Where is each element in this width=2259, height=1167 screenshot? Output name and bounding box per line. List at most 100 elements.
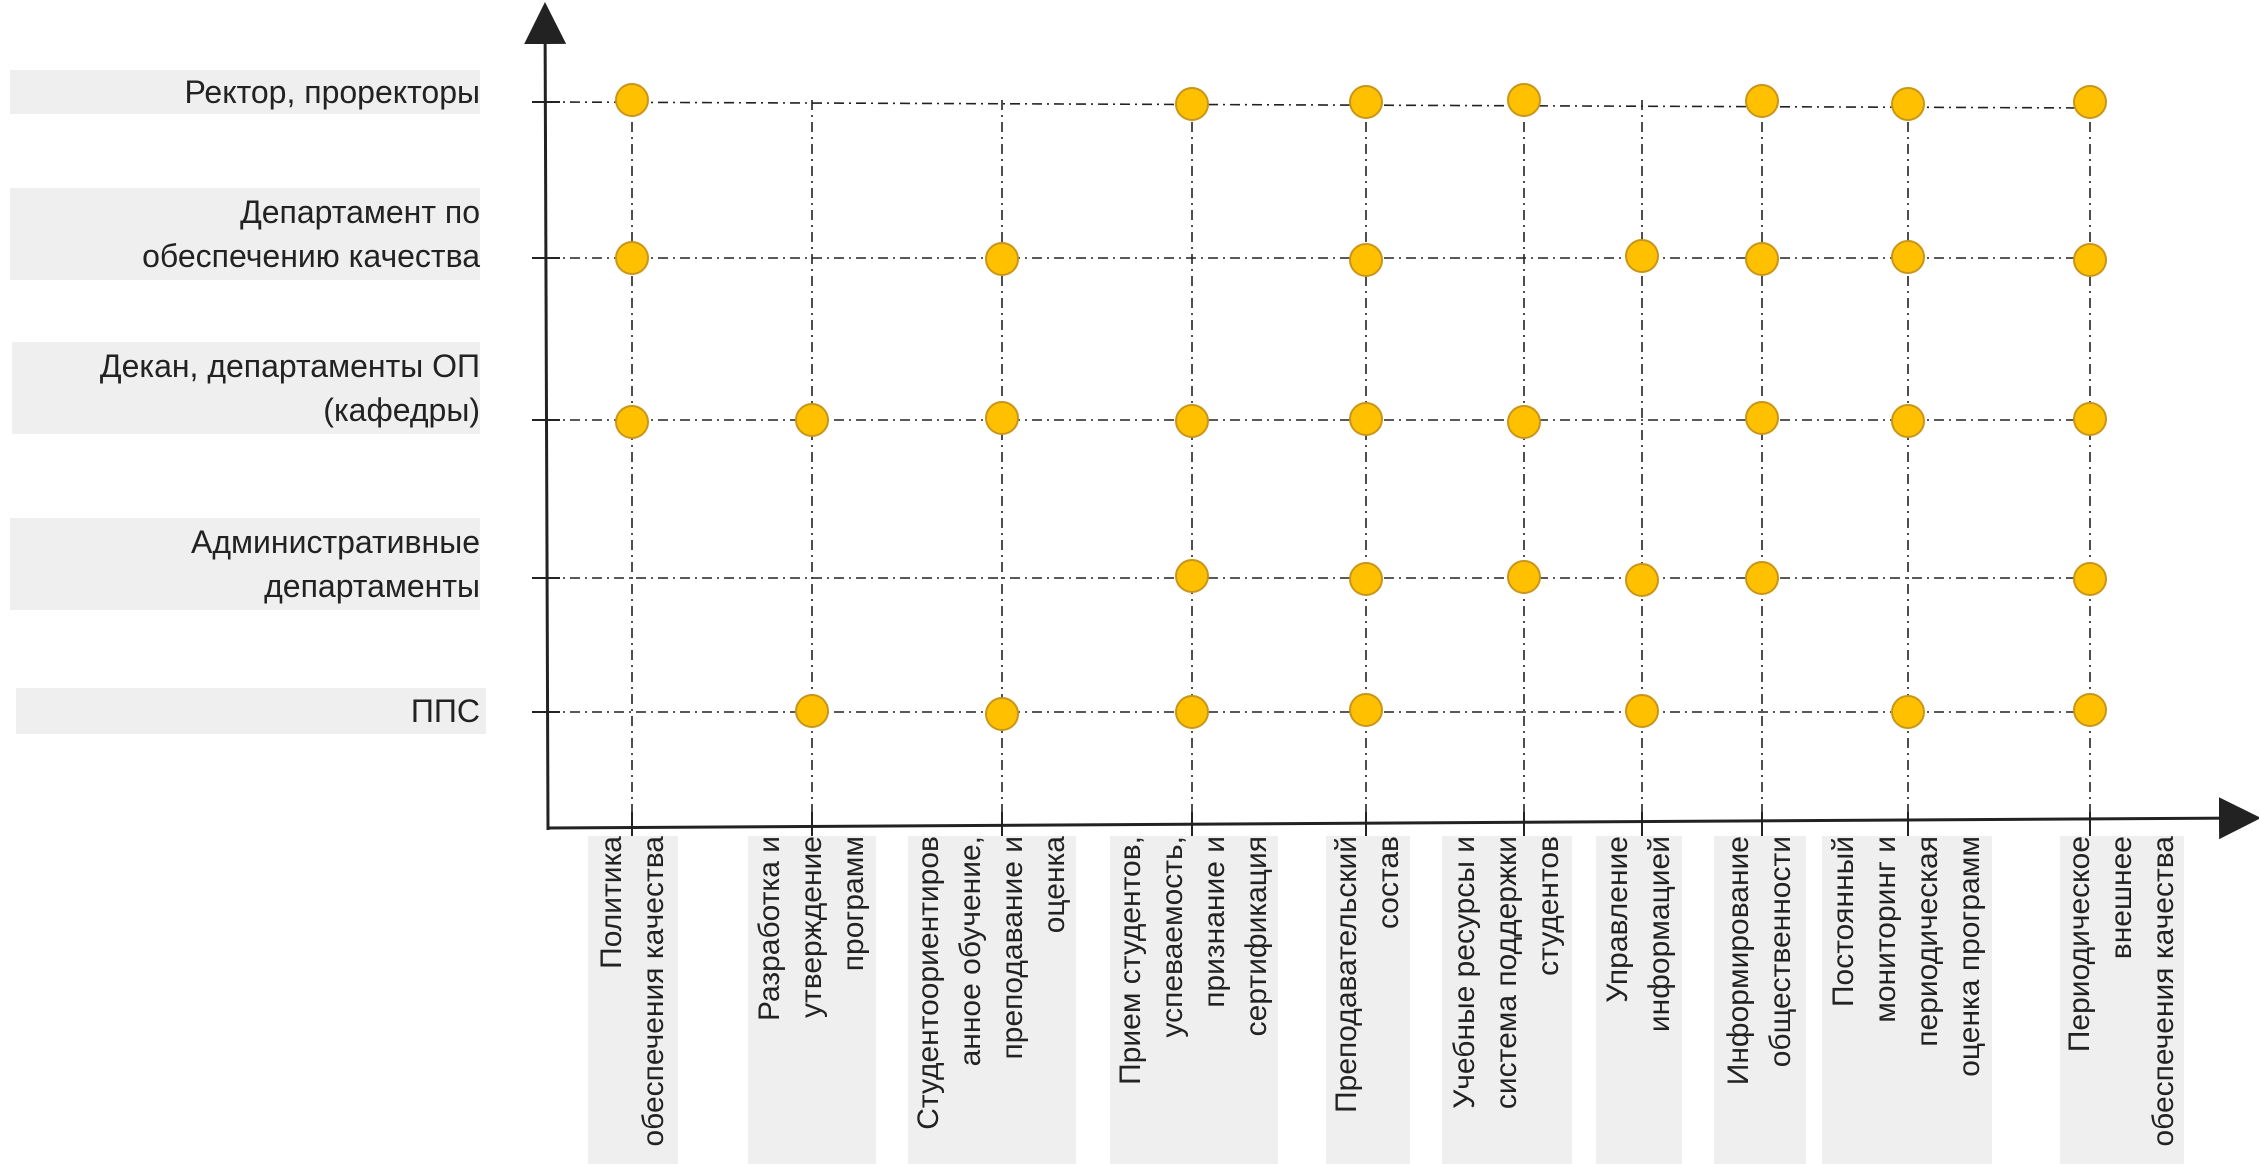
column-label-line: Разработка и <box>753 836 786 1021</box>
column-label: Информирование общественности <box>1718 836 1802 1164</box>
marker-dot <box>615 405 649 439</box>
marker-dot <box>1625 239 1659 273</box>
column-label-line: Управление <box>1601 836 1634 1003</box>
column-label: Политика обеспечения качества <box>591 836 675 1164</box>
column-label-box <box>1326 836 1410 1164</box>
column-label-line: обеспечения качества <box>2147 836 2180 1147</box>
marker-dot <box>1507 83 1541 117</box>
row-label: Декан, департаменты ОП (кафедры) <box>100 344 480 432</box>
row-label-box <box>10 70 480 114</box>
marker-dot <box>1891 87 1925 121</box>
column-label-line: информацией <box>1643 836 1676 1033</box>
column-label-line: общественности <box>1764 836 1797 1068</box>
row-label-box <box>12 342 480 434</box>
marker-dot <box>1745 401 1779 435</box>
column-label-line: студентов <box>1532 836 1565 976</box>
row-label-box <box>10 188 480 280</box>
row-label-line: Департамент по <box>240 194 480 230</box>
column-label: Прием студентов, успеваемость, признание и… <box>1110 836 1278 1164</box>
row-label-box <box>10 518 480 610</box>
row-label: Ректор, проректоры <box>184 70 480 114</box>
marker-dot <box>1507 560 1541 594</box>
tick-marks <box>532 101 2091 840</box>
marker-dot <box>1349 243 1383 277</box>
column-label-line: оценка <box>1038 836 1071 934</box>
row-label-line: ППС <box>410 693 480 729</box>
column-label-line: обеспечения качества <box>637 836 670 1147</box>
column-label-box <box>1596 836 1682 1164</box>
row-label-line: Административные <box>191 524 480 560</box>
column-label-line: Периодическое <box>2063 836 2096 1053</box>
column-label: Учебные ресурсы и система поддержки студен… <box>1444 836 1570 1164</box>
column-label-box <box>1442 836 1572 1164</box>
column-label-line: система поддержки <box>1490 836 1523 1110</box>
column-label-box <box>2060 836 2184 1164</box>
marker-dot <box>1175 404 1209 438</box>
column-label-box <box>1110 836 1278 1164</box>
column-label-line: Политика <box>595 836 628 969</box>
marker-dot <box>795 403 829 437</box>
marker-dot <box>1175 559 1209 593</box>
row-label-line: департаменты <box>264 568 480 604</box>
column-label-line: оценка программ <box>1953 836 1986 1077</box>
marker-dot <box>1891 240 1925 274</box>
marker-dot <box>615 83 649 117</box>
marker-dot <box>1175 87 1209 121</box>
marker-dot <box>1349 562 1383 596</box>
column-label-line: состав <box>1372 836 1405 930</box>
marker-dot <box>1175 695 1209 729</box>
marker-dot <box>615 241 649 275</box>
column-label-box <box>1714 836 1806 1164</box>
column-label-line: признание и <box>1198 836 1231 1008</box>
marker-dot <box>2073 562 2107 596</box>
marker-dot <box>2073 85 2107 119</box>
column-label-line: сертификация <box>1240 836 1273 1037</box>
marker-dot <box>985 697 1019 731</box>
column-label: Периодическое внешнее обеспечения качества <box>2059 836 2185 1164</box>
marker-dot <box>1349 85 1383 119</box>
marker-dot <box>2073 693 2107 727</box>
column-label: Разработка и утверждение программ <box>749 836 875 1164</box>
marker-dot <box>1745 242 1779 276</box>
column-label-line: Студентоориентиров <box>912 836 945 1130</box>
marker-dot <box>985 242 1019 276</box>
column-label-box <box>1822 836 1992 1164</box>
column-label-box <box>908 836 1076 1164</box>
column-label-line: периодическая <box>1911 836 1944 1047</box>
marker-dot <box>1507 405 1541 439</box>
marker-dot <box>1625 694 1659 728</box>
column-label: Преподавательский состав <box>1326 836 1410 1164</box>
row-label-line: (кафедры) <box>323 392 480 428</box>
row-label: Департамент по обеспечению качества <box>142 190 480 278</box>
marker-dot <box>1349 693 1383 727</box>
marker-dot <box>2073 402 2107 436</box>
column-label-line: преподавание и <box>996 836 1029 1060</box>
column-label-line: Информирование <box>1722 836 1755 1086</box>
marker-dot <box>1745 561 1779 595</box>
grid-lines <box>547 100 2101 826</box>
marker-dot <box>985 401 1019 435</box>
marker-dot <box>1891 404 1925 438</box>
column-label-line: Прием студентов, <box>1114 836 1147 1085</box>
marker-dot <box>1625 563 1659 597</box>
column-label-line: Учебные ресурсы и <box>1448 836 1481 1109</box>
row-label-box <box>16 688 486 734</box>
column-label: Студентоориентиров анное обучение, препода… <box>908 836 1076 1164</box>
row-label-line: обеспечению качества <box>142 238 480 274</box>
column-label-box <box>588 836 678 1164</box>
row-label-line: Ректор, проректоры <box>184 74 480 110</box>
column-label: Управление информацией <box>1597 836 1681 1164</box>
row-label-line: Декан, департаменты ОП <box>99 348 480 384</box>
row-label: ППС <box>411 689 480 733</box>
x-axis <box>547 797 2259 840</box>
column-label-line: Преподавательский <box>1330 836 1363 1113</box>
column-label: Постоянный мониторинг и периодическая оценк… <box>1823 836 1991 1164</box>
column-label-line: анное обучение, <box>954 836 987 1067</box>
row-gridline <box>547 101 2101 109</box>
dots <box>615 83 2107 731</box>
column-label-box <box>748 836 876 1164</box>
column-label-line: Постоянный <box>1827 836 1860 1008</box>
marker-dot <box>1349 402 1383 436</box>
column-label-line: утверждение <box>795 836 828 1018</box>
